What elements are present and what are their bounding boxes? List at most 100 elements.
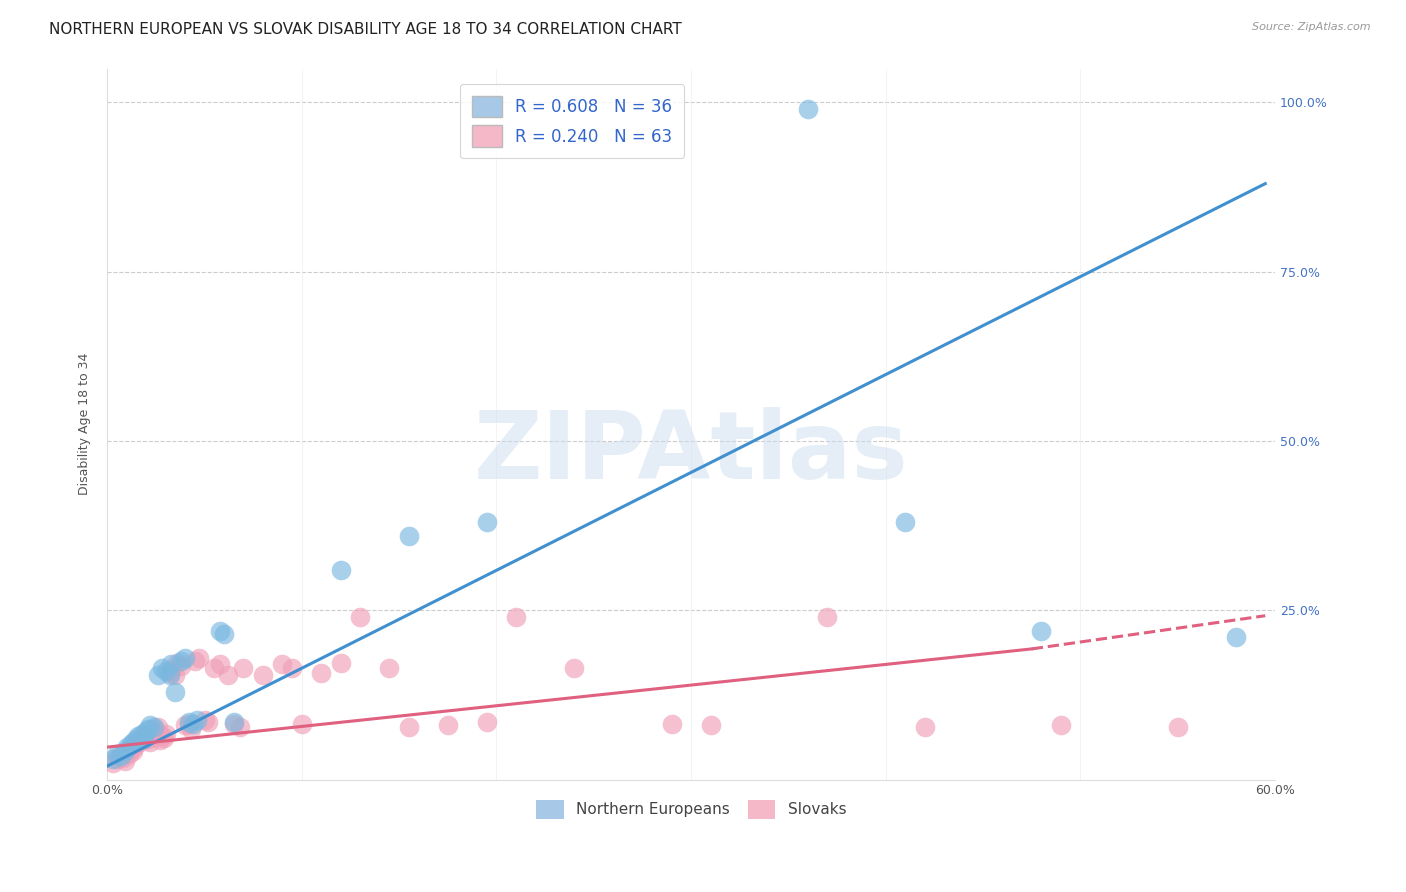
Point [562, 661, 585, 675]
Point [131, 726, 153, 740]
Point [252, 667, 274, 681]
Point [212, 627, 235, 641]
Point [127, 733, 149, 747]
Point [202, 661, 225, 675]
Point [108, 748, 131, 763]
Point [136, 731, 159, 746]
Point [209, 624, 232, 638]
Point [131, 731, 153, 745]
Point [134, 731, 156, 746]
Point [141, 725, 163, 739]
Point [180, 722, 202, 736]
Point [329, 656, 352, 670]
Y-axis label: Disability Age 18 to 34: Disability Age 18 to 34 [79, 353, 91, 495]
Point [120, 742, 142, 756]
Point [797, 102, 820, 116]
Point [170, 654, 193, 668]
Point [232, 661, 254, 675]
Point [184, 654, 207, 668]
Point [349, 610, 371, 624]
Point [159, 665, 181, 680]
Point [152, 731, 174, 745]
Point [281, 661, 304, 675]
Point [105, 747, 128, 761]
Point [475, 515, 498, 529]
Point [146, 667, 169, 681]
Point [398, 720, 420, 734]
Point [125, 731, 148, 746]
Point [505, 610, 527, 624]
Point [110, 748, 132, 763]
Point [174, 718, 197, 732]
Point [135, 729, 157, 743]
Point [101, 756, 124, 770]
Point [118, 747, 141, 761]
Point [121, 735, 143, 749]
Point [170, 658, 193, 673]
Text: Source: ZipAtlas.com: Source: ZipAtlas.com [1253, 22, 1371, 32]
Point [291, 717, 314, 731]
Point [661, 717, 683, 731]
Point [174, 650, 197, 665]
Point [127, 729, 149, 743]
Point [165, 684, 187, 698]
Point [177, 717, 200, 731]
Point [129, 735, 152, 749]
Point [101, 752, 124, 766]
Point [120, 738, 142, 752]
Point [181, 717, 204, 731]
Point [217, 667, 239, 681]
Legend: Northern Europeans, Slovaks: Northern Europeans, Slovaks [530, 794, 852, 825]
Point [124, 740, 146, 755]
Point [135, 723, 157, 738]
Point [166, 656, 188, 670]
Point [142, 720, 165, 734]
Point [114, 754, 136, 768]
Point [114, 744, 136, 758]
Point [329, 563, 352, 577]
Point [155, 726, 177, 740]
Point [437, 718, 460, 732]
Point [125, 738, 148, 752]
Point [1031, 624, 1053, 638]
Point [121, 744, 143, 758]
Point [209, 657, 232, 672]
Point [134, 726, 156, 740]
Point [155, 665, 177, 679]
Point [271, 657, 294, 672]
Point [136, 722, 159, 736]
Point [149, 733, 172, 747]
Point [150, 661, 173, 675]
Point [139, 735, 162, 749]
Text: ZIPAtlas: ZIPAtlas [474, 407, 908, 499]
Point [146, 720, 169, 734]
Point [699, 718, 721, 732]
Point [160, 657, 183, 672]
Point [177, 714, 200, 729]
Point [165, 667, 187, 681]
Point [142, 722, 165, 736]
Point [115, 746, 138, 760]
Point [115, 740, 138, 755]
Point [187, 650, 209, 665]
Point [159, 667, 181, 681]
Point [228, 720, 250, 734]
Point [222, 714, 245, 729]
Point [186, 713, 208, 727]
Point [111, 751, 134, 765]
Point [1225, 631, 1247, 645]
Point [160, 663, 183, 677]
Point [222, 717, 245, 731]
Point [150, 729, 173, 743]
Point [914, 720, 936, 734]
Point [398, 529, 420, 543]
Point [475, 714, 498, 729]
Point [378, 661, 401, 675]
Point [145, 723, 167, 738]
Point [894, 515, 917, 529]
Text: NORTHERN EUROPEAN VS SLOVAK DISABILITY AGE 18 TO 34 CORRELATION CHART: NORTHERN EUROPEAN VS SLOVAK DISABILITY A… [49, 22, 682, 37]
Point [197, 714, 219, 729]
Point [193, 713, 215, 727]
Point [1167, 720, 1189, 734]
Point [815, 610, 838, 624]
